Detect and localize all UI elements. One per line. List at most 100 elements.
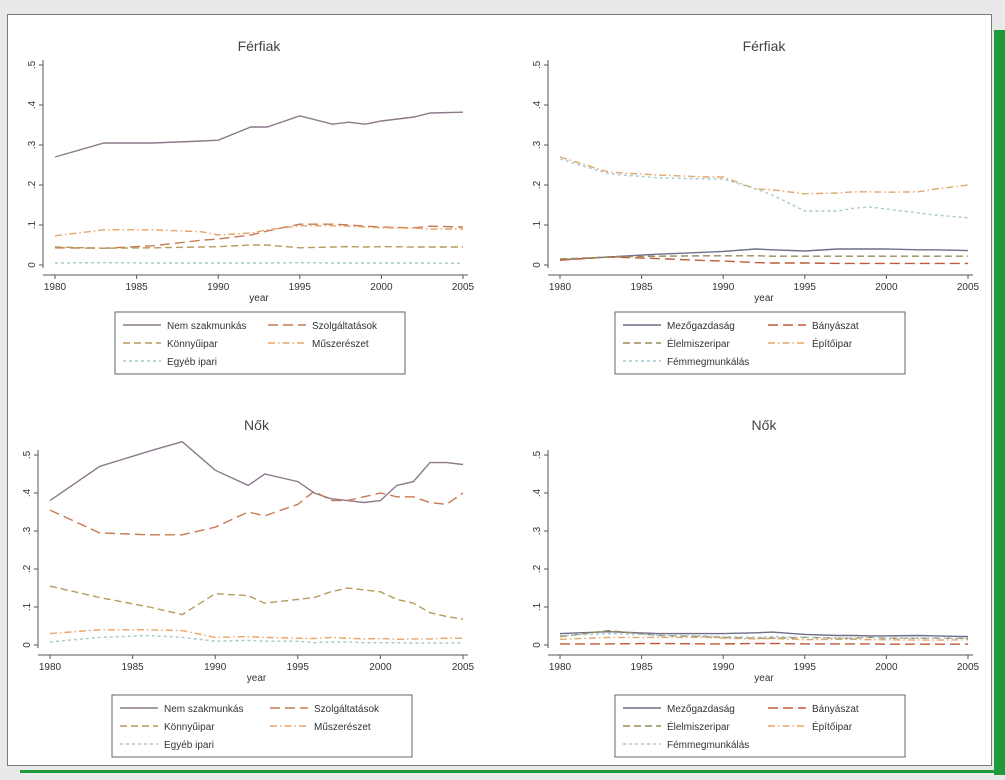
legend-label-banyaszat: Bányászat <box>812 704 859 715</box>
y-tick-label: .4 <box>22 488 33 497</box>
legend-label-mezogazdasag: Mezőgazdaság <box>667 704 735 715</box>
chart-panel-2: Férfiak .5 .4 .3 .2 .1 0 1980 1985 1990 1995 2000 20… <box>532 38 980 375</box>
x-tick-label: 2000 <box>875 662 898 673</box>
x-tick-label: 2005 <box>452 662 475 673</box>
x-tick-label: 1990 <box>207 282 230 293</box>
chart-panel-3: Nők .5 .4 .3 .2 .1 0 1980 1985 1990 1995 2000 2005 ye… <box>22 417 475 758</box>
series-line-femmegmunkalas <box>559 632 968 639</box>
legend-label-banyaszat: Bányászat <box>812 321 859 332</box>
legend-label-femmegmunkalas: Fémmegmunkálás <box>667 357 749 368</box>
series-line-elelmiszeripar <box>559 255 968 260</box>
series-line-muszereszet <box>54 225 463 237</box>
chart-panel-4: Nők .5 .4 .3 .2 .1 0 1980 1985 1990 1995 2000 2005 ye… <box>532 417 980 758</box>
y-tick-label: .4 <box>532 488 543 497</box>
x-tick-label: 1990 <box>712 282 735 293</box>
series-line-mezogazdasag <box>559 248 969 261</box>
x-tick-label: 1985 <box>125 282 148 293</box>
series-line-konnyuipar <box>54 244 463 249</box>
series-line-epitoipar <box>559 636 969 641</box>
y-tick-label: .3 <box>22 526 33 535</box>
y-tick-label: .5 <box>27 60 38 69</box>
legend-label-konnyuipar: Könnyűipar <box>164 722 215 733</box>
y-tick-label: .2 <box>532 564 543 573</box>
legend-label-szolgaltatasok: Szolgáltatások <box>314 704 380 715</box>
y-tick-label: .2 <box>532 180 543 189</box>
y-tick-label: 0 <box>27 262 38 268</box>
y-tick-label: .5 <box>22 450 33 459</box>
green-accent-line <box>20 770 995 773</box>
y-tick-label: 0 <box>532 262 543 268</box>
y-tick-label: .2 <box>22 564 33 573</box>
x-tick-label: 2005 <box>452 282 475 293</box>
y-tick-label: 0 <box>532 642 543 648</box>
x-tick-label: 1985 <box>630 662 653 673</box>
series-line-konnyuipar <box>49 585 464 620</box>
legend <box>111 694 413 758</box>
x-tick-label: 1990 <box>712 662 735 673</box>
legend-label-mezogazdasag: Mezőgazdaság <box>667 321 735 332</box>
y-tick-label: .3 <box>532 526 543 535</box>
series-line-banyaszat <box>559 256 968 265</box>
x-axis-label: year <box>754 673 774 684</box>
series-line-muszereszet <box>49 629 463 641</box>
y-tick-label: .1 <box>27 220 38 229</box>
x-tick-label: 1995 <box>794 282 817 293</box>
series-line-mezogazdasag <box>559 630 969 638</box>
figure-frame <box>7 14 992 766</box>
x-tick-label: 2000 <box>369 662 392 673</box>
x-tick-label: 2005 <box>957 662 980 673</box>
y-tick-label: 0 <box>22 642 33 648</box>
legend <box>614 694 906 758</box>
x-tick-label: 1985 <box>121 662 144 673</box>
legend-label-nem_szakmunkas: Nem szakmunkás <box>164 704 243 715</box>
legend <box>614 311 906 375</box>
y-tick-label: .1 <box>532 220 543 229</box>
series-line-femmegmunkalas <box>559 158 969 219</box>
y-tick-label: .4 <box>27 100 38 109</box>
chart-title: Férfiak <box>743 38 787 54</box>
legend-label-elelmiszeripar: Élelmiszeripar <box>667 337 730 350</box>
x-tick-label: 1995 <box>289 282 312 293</box>
legend-label-muszereszet: Műszerészet <box>314 722 371 733</box>
series-line-nem_szakmunkas <box>49 440 464 504</box>
legend-label-epitoipar: Építőipar <box>812 720 853 733</box>
legend-label-elelmiszeripar: Élelmiszeripar <box>667 720 730 733</box>
legend-label-femmegmunkalas: Fémmegmunkálás <box>667 740 749 751</box>
x-tick-label: 1995 <box>287 662 310 673</box>
legend-label-szolgaltatasok: Szolgáltatások <box>312 321 378 332</box>
y-tick-label: .5 <box>532 60 543 69</box>
y-tick-label: .4 <box>532 100 543 109</box>
series-line-egyeb_ipari <box>54 261 464 265</box>
legend-label-egyeb_ipari: Egyéb ipari <box>167 357 217 368</box>
legend-label-konnyuipar: Könnyűipar <box>167 339 218 350</box>
legend-label-nem_szakmunkas: Nem szakmunkás <box>167 321 246 332</box>
x-tick-label: 1990 <box>204 662 227 673</box>
x-tick-label: 2000 <box>875 282 898 293</box>
legend-label-epitoipar: Építőipar <box>812 337 853 350</box>
y-tick-label: .3 <box>532 140 543 149</box>
series-line-banyaszat <box>560 642 968 645</box>
x-tick-label: 1980 <box>549 282 572 293</box>
x-tick-label: 1980 <box>39 662 62 673</box>
x-tick-label: 1980 <box>44 282 67 293</box>
x-tick-label: 2005 <box>957 282 980 293</box>
series-line-epitoipar <box>559 156 969 195</box>
chart-panel-1: Férfiak .5 .4 .3 .2 .1 0 1980 1985 1990 1995 2000 20… <box>27 38 475 375</box>
series-line-egyeb_ipari <box>49 634 464 644</box>
series-line-szolgaltatasok <box>49 490 464 536</box>
x-axis-label: year <box>754 293 774 304</box>
y-tick-label: .2 <box>27 180 38 189</box>
legend-label-muszereszet: Műszerészet <box>312 339 369 350</box>
x-tick-label: 1985 <box>630 282 653 293</box>
x-tick-label: 1980 <box>549 662 572 673</box>
y-tick-label: .3 <box>27 140 38 149</box>
legend-label-egyeb_ipari: Egyéb ipari <box>164 740 214 751</box>
x-axis-label: year <box>249 293 269 304</box>
x-tick-label: 1995 <box>794 662 817 673</box>
y-tick-label: .1 <box>22 602 33 611</box>
x-axis-label: year <box>247 673 267 684</box>
legend <box>114 311 406 375</box>
chart-title: Nők <box>752 417 778 433</box>
chart-title: Nők <box>244 417 270 433</box>
